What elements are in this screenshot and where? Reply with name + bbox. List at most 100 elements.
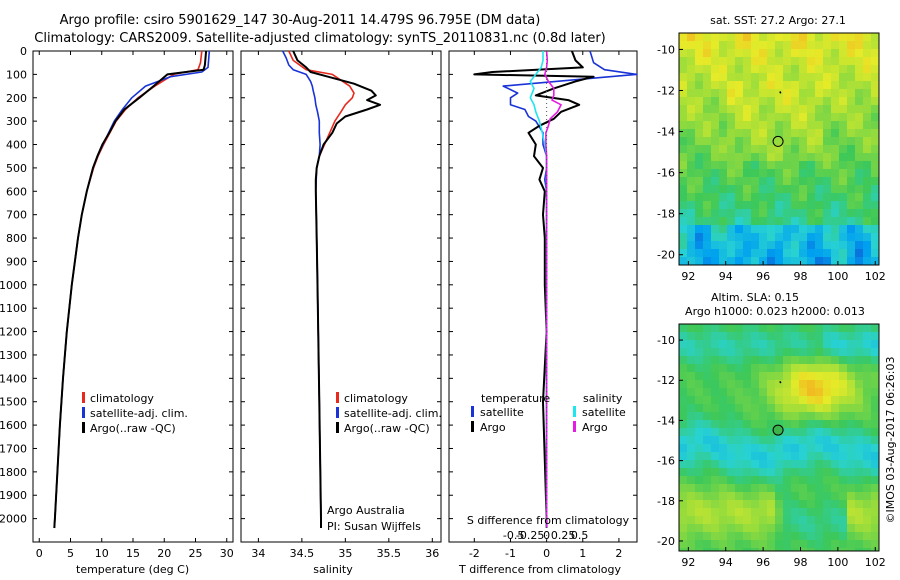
heatmap-cell — [783, 217, 791, 225]
heatmap-cell — [847, 169, 855, 177]
heatmap-cell — [679, 185, 687, 193]
heatmap-cell — [807, 241, 815, 249]
heatmap-cell — [871, 428, 879, 436]
temperature-xlabel: temperature (deg C) — [76, 563, 189, 576]
heatmap-cell — [871, 225, 879, 233]
heatmap-cell — [839, 356, 847, 364]
heatmap-cell — [743, 89, 751, 97]
heatmap-cell — [767, 484, 775, 492]
heatmap-cell — [823, 177, 831, 185]
heatmap-cell — [823, 548, 831, 551]
s-diff-tick-label: -0.5 — [503, 529, 524, 542]
heatmap-cell — [799, 257, 807, 265]
heatmap-cell — [719, 508, 727, 516]
heatmap-cell — [743, 540, 751, 548]
heatmap-cell — [807, 41, 815, 49]
heatmap-cell — [711, 500, 719, 508]
legend-swatch — [336, 422, 339, 433]
y-tick-label: -14 — [657, 126, 675, 139]
heatmap-cell — [679, 356, 687, 364]
heatmap-cell — [751, 185, 759, 193]
heatmap-cell — [735, 137, 743, 145]
heatmap-cell — [791, 340, 799, 348]
heatmap-cell — [703, 364, 711, 372]
heatmap-cell — [719, 65, 727, 73]
heatmap-cell — [695, 89, 703, 97]
heatmap-cell — [687, 380, 695, 388]
heatmap-cell — [791, 121, 799, 129]
heatmap-cell — [759, 404, 767, 412]
x-tick-label: 92 — [681, 270, 695, 283]
heatmap-cell — [767, 241, 775, 249]
heatmap-cell — [719, 137, 727, 145]
heatmap-cell — [863, 492, 871, 500]
heatmap-cell — [719, 201, 727, 209]
heatmap-cell — [695, 428, 703, 436]
heatmap-cell — [799, 404, 807, 412]
heatmap-cell — [735, 193, 743, 201]
heatmap-cell — [791, 225, 799, 233]
heatmap-cell — [735, 49, 743, 57]
heatmap-cell — [799, 193, 807, 201]
heatmap-cell — [703, 105, 711, 113]
heatmap-cell — [783, 436, 791, 444]
y-tick-label: -14 — [657, 414, 675, 427]
heatmap-cell — [743, 209, 751, 217]
heatmap-cell — [855, 548, 863, 551]
heatmap-cell — [711, 460, 719, 468]
legend-swatch — [573, 421, 576, 432]
heatmap-cell — [703, 452, 711, 460]
heatmap-cell — [727, 356, 735, 364]
heatmap-cell — [839, 340, 847, 348]
heatmap-cell — [743, 484, 751, 492]
heatmap-cell — [823, 137, 831, 145]
heatmap-cell — [775, 241, 783, 249]
heatmap-cell — [703, 492, 711, 500]
heatmap-cell — [871, 324, 879, 332]
heatmap-cell — [847, 145, 855, 153]
heatmap-cell — [767, 161, 775, 169]
heatmap-cell — [767, 396, 775, 404]
heatmap-cell — [839, 404, 847, 412]
y-tick-label: -18 — [657, 208, 675, 221]
heatmap-cell — [687, 532, 695, 540]
heatmap-cell — [735, 452, 743, 460]
heatmap-cell — [839, 73, 847, 81]
heatmap-cell — [695, 233, 703, 241]
heatmap-cell — [799, 524, 807, 532]
heatmap-cell — [863, 508, 871, 516]
heatmap-cell — [759, 468, 767, 476]
heatmap-cell — [695, 81, 703, 89]
legend-label: satellite — [480, 406, 524, 419]
heatmap-cell — [719, 532, 727, 540]
heatmap-cell — [839, 364, 847, 372]
heatmap-cell — [751, 436, 759, 444]
heatmap-cell — [871, 348, 879, 356]
sla-map-title-line1: Altim. SLA: 0.15 — [711, 291, 799, 304]
heatmap-cell — [831, 129, 839, 137]
heatmap-cell — [831, 500, 839, 508]
heatmap-cell — [687, 233, 695, 241]
heatmap-cell — [815, 468, 823, 476]
heatmap-cell — [767, 105, 775, 113]
heatmap-cell — [839, 201, 847, 209]
heatmap-cell — [775, 49, 783, 57]
heatmap-cell — [799, 137, 807, 145]
salinity-panel: 34 34.5 35 35.5 36climatologysatellite-adj. … — [240, 50, 442, 560]
heatmap-cell — [759, 348, 767, 356]
heatmap-cell — [687, 508, 695, 516]
heatmap-cell — [679, 89, 687, 97]
heatmap-cell — [791, 193, 799, 201]
heatmap-cell — [695, 492, 703, 500]
heatmap-cell — [839, 249, 847, 257]
heatmap-cell — [727, 41, 735, 49]
heatmap-cell — [815, 201, 823, 209]
heatmap-cell — [751, 324, 759, 332]
heatmap-cell — [743, 524, 751, 532]
heatmap-cell — [719, 121, 727, 129]
heatmap-cell — [831, 404, 839, 412]
heatmap-cell — [815, 436, 823, 444]
heatmap-cell — [799, 89, 807, 97]
heatmap-cell — [679, 81, 687, 89]
